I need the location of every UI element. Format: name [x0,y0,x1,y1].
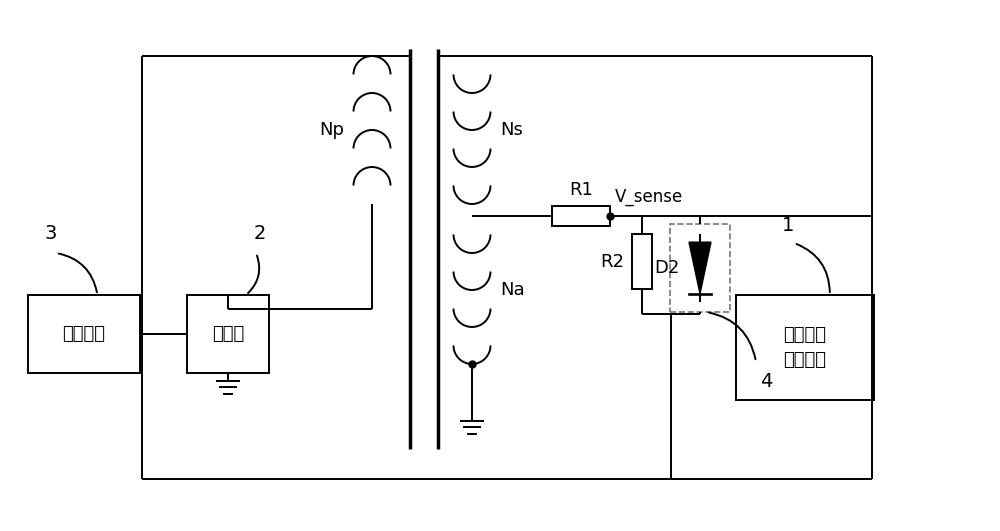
Text: R2: R2 [600,253,624,270]
Bar [28,295,140,373]
Polygon shape [689,242,711,294]
Text: 开关管: 开关管 [212,325,244,343]
Bar [632,234,652,289]
Text: 1: 1 [782,216,795,235]
Text: 控制模块: 控制模块 [63,325,106,343]
Text: R1: R1 [569,181,593,199]
Text: Na: Na [500,281,525,299]
Bar [670,224,730,312]
Bar [187,295,269,373]
Bar [736,295,874,400]
Text: 3: 3 [44,224,57,243]
Text: D2: D2 [655,259,680,277]
Text: Ns: Ns [500,121,523,139]
Text: Np: Np [319,121,344,139]
Text: 2: 2 [254,224,266,243]
Text: 电流比较
反馈电路: 电流比较 反馈电路 [784,326,827,369]
Text: 4: 4 [760,372,772,391]
Bar [552,206,610,226]
Text: V_sense: V_sense [615,188,683,206]
